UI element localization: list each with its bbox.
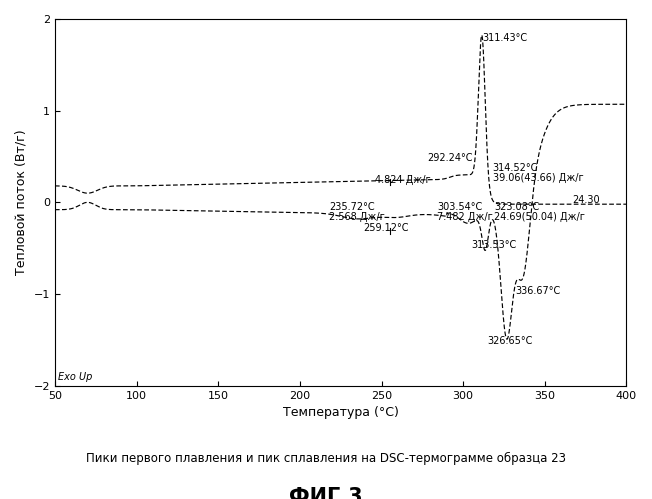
Text: Пики первого плавления и пик сплавления на DSC-термограмме образца 23: Пики первого плавления и пик сплавления … [86,452,566,465]
Text: 259.12°C: 259.12°C [364,223,409,233]
Text: 39.06(43.66) Дж/г: 39.06(43.66) Дж/г [492,173,583,183]
Y-axis label: Тепловой поток (Вт/г): Тепловой поток (Вт/г) [15,130,28,275]
Text: 24.69(50.04) Дж/г: 24.69(50.04) Дж/г [494,212,585,222]
Text: Exo Up: Exo Up [58,372,92,382]
Text: 336.67°C: 336.67°C [515,286,561,296]
Text: 2.568 Дж/г: 2.568 Дж/г [329,212,385,222]
Text: 235.72°C: 235.72°C [329,203,375,213]
Text: 7.482 Дж/г: 7.482 Дж/г [437,212,493,222]
Text: ФИГ.3: ФИГ.3 [289,487,363,499]
Text: 4.824 Дж/г: 4.824 Дж/г [375,175,430,185]
Text: 311.43°C: 311.43°C [482,33,527,43]
Text: 314.52°C: 314.52°C [492,163,538,173]
X-axis label: Температура (°C): Температура (°C) [283,406,398,419]
Text: 24.30: 24.30 [572,195,600,205]
Text: 303.54°C: 303.54°C [437,203,482,213]
Text: 326.65°C: 326.65°C [488,336,533,346]
Text: 292.24°C: 292.24°C [427,153,473,163]
Text: 323.08°C: 323.08°C [494,203,539,213]
Text: 313.53°C: 313.53°C [471,240,516,250]
